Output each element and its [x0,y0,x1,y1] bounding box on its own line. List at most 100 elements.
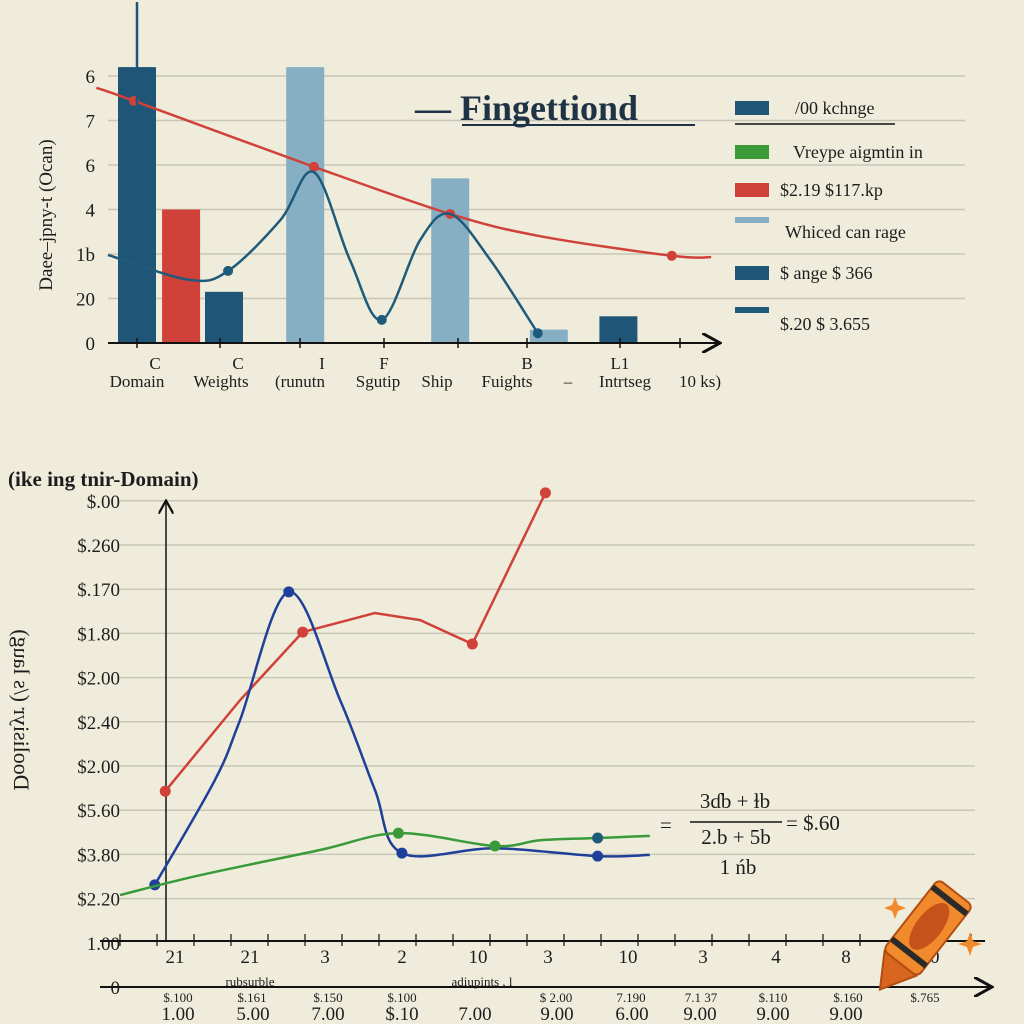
data-point [466,638,478,650]
y-tick-label: 20 [76,290,95,311]
series-line [107,170,539,334]
legend-item: Whiced can rage [735,217,906,242]
bar [599,316,638,343]
bottom-y-tick-labels: 0 1.00 $2.20 $3.80 $5.60 $2.00 $2.40 $2.00 $1.80… [77,492,120,999]
legend-label: $2.19 $117.kp [780,180,883,200]
x-tick-label: C [149,354,160,373]
data-point [223,265,234,276]
legend-label: /00 kchnge [795,98,874,118]
x-value-label: 1.00 [161,1004,194,1024]
sparkle-icon [958,932,982,956]
y-tick-label: 4 [86,201,96,222]
y-tick-label: $.00 [87,492,120,513]
sparkle-icon [884,897,906,919]
y-tick-label: 6 [86,67,96,88]
legend-swatch [735,266,769,280]
equation-below: 1 ńb [720,855,757,879]
x-tick-label: 10 [619,947,638,968]
top-gridlines [108,75,965,300]
x-tick-label: Ship [421,372,452,391]
x-tick-label: Fuights [481,372,532,391]
legend-swatch [735,307,769,313]
series-line [164,492,547,792]
x-tick-label: Domain [110,372,165,391]
data-point [532,328,543,339]
bottom-chart-title: (ike ing tnir-Domain) [8,467,199,491]
x-tick-label: 21 [241,947,260,968]
x-tick-label: 3 [543,947,553,968]
legend-item: Vreype aigmtin in [735,142,923,162]
series-line [95,86,712,259]
legend-item: $2.19 $117.kp [735,180,883,200]
x-value-label: 9.00 [829,1004,862,1024]
data-point [489,840,501,852]
x-value-label: 7.00 [311,1004,344,1024]
x-tick-label: – [563,372,573,391]
y-tick-label: $2.00 [77,669,120,690]
x-tick-label: F [379,354,388,373]
y-tick-label: $2.20 [77,890,120,911]
data-point [592,850,604,862]
y-tick-label: $.170 [77,580,120,601]
y-tick-label: $3.80 [77,845,120,866]
x-price-label: $.160 [833,990,862,1005]
bottom-x-tick-labels: 2121321031034860rubsurbleadiupints , l$.… [119,934,972,1024]
x-value-label: 9.00 [683,1004,716,1024]
y-tick-label: 1.00 [87,934,120,955]
x-tick-label: 21 [166,947,185,968]
legend-swatch [735,101,769,115]
top-x-tick-labels: C C I F B L1 Domain Weights (runutn Sgutip Ship Fui… [110,338,721,391]
legend-item: $ ange $ 366 [735,263,872,283]
top-y-tick-labels: 0 20 1b 4 6 7 6 [76,67,96,355]
data-point [539,487,551,499]
x-price-label: $ 2.00 [540,990,573,1005]
x-value-label: 5.00 [236,1004,269,1024]
x-tick-label: Intrtseg [599,372,651,391]
bar [431,178,470,343]
x-sub-label: rubsurble [225,974,274,989]
x-tick-label: Weights [193,372,248,391]
data-point [666,250,677,261]
x-tick-label: 2 [397,947,407,968]
x-tick-label: B [521,354,532,373]
y-tick-label: 6 [86,156,96,177]
x-tick-label: 4 [771,947,781,968]
y-tick-label: 7 [86,112,96,133]
y-tick-label: $.260 [77,536,120,557]
bar [205,291,243,343]
legend-item: $.20 $ 3.655 [735,307,870,334]
x-tick-label: 3 [320,947,330,968]
x-tick-label: 3 [698,947,708,968]
x-value-label: 9.00 [540,1004,573,1024]
x-price-label: 7.1 37 [685,990,718,1005]
data-point [392,827,404,839]
bar [162,209,201,343]
x-sub-label: adiupints , l [451,974,512,989]
x-tick-label: Sgutip [356,372,400,391]
equation-equals: = [660,813,672,837]
x-price-label: $.100 [163,990,192,1005]
x-tick-label: 8 [841,947,851,968]
x-value-label: 9.00 [756,1004,789,1024]
x-tick-label: C [232,354,243,373]
bottom-lines [119,487,650,897]
legend: /00 kchnge Vreype aigmtin in $2.19 $117.kp… [735,98,923,334]
series-line [119,831,650,897]
x-price-label: $.100 [387,990,416,1005]
x-value-label: 7.00 [458,1004,491,1024]
x-tick-label: L1 [611,354,630,373]
legend-label: $ ange $ 366 [780,263,872,283]
x-price-label: $.110 [759,990,788,1005]
data-point [396,847,408,859]
y-tick-label: $2.00 [77,757,120,778]
data-point [308,161,319,172]
bar [286,67,325,343]
top-y-axis-title: Daee–jpny-t (Ocan) [36,139,57,290]
y-tick-label: $2.40 [77,713,120,734]
data-point [297,626,309,638]
x-tick-label: 10 ks) [679,372,721,391]
x-price-label: $.150 [313,990,342,1005]
y-tick-label: $1.80 [77,624,120,645]
x-tick-label: 10 [469,947,488,968]
